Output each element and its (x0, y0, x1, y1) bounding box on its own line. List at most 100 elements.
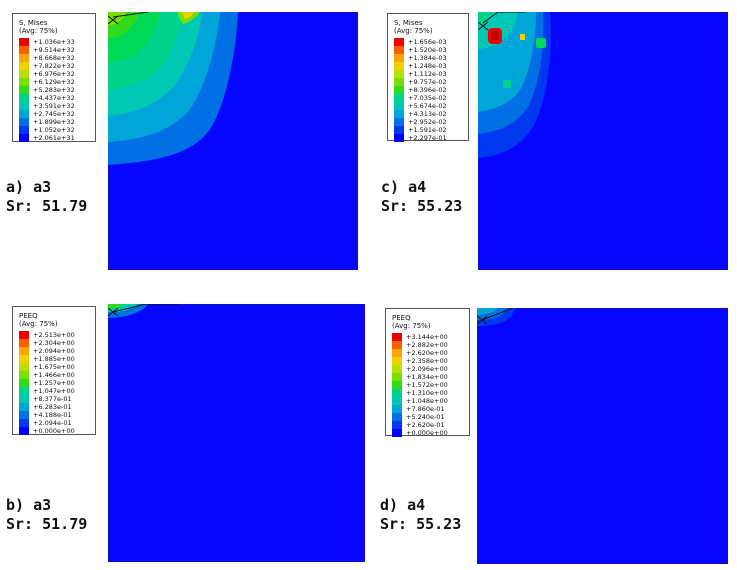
legend-value: +1.834e+00 (406, 373, 448, 381)
legend-value: +2.513e+00 (33, 331, 75, 339)
legend-value: +1.656e-03 (408, 38, 447, 46)
legend-value: +2.620e+00 (406, 349, 448, 357)
legend-value: +2.620e-01 (406, 421, 445, 429)
legend-swatch (19, 387, 29, 395)
legend-d: PEEQ (Avg: 75%) +3.144e+00 +2.882e+00 +2.6… (385, 308, 470, 437)
legend-value: +1.257e+00 (33, 379, 75, 387)
legend-value: +8.396e-02 (408, 86, 447, 94)
legend-swatch (19, 331, 29, 339)
legend-swatch (392, 365, 402, 373)
legend-value: +1.572e+00 (406, 381, 448, 389)
legend-value: +9.757e-02 (408, 78, 447, 86)
legend-a: S, Mises (Avg: 75%) +1.036e+33 +9.514e+32… (12, 13, 96, 142)
legend-value: +2.882e+00 (406, 341, 448, 349)
caption-label-c: c) a4 (381, 178, 427, 196)
legend-title-b: PEEQ (19, 312, 38, 320)
legend-swatch (394, 118, 404, 126)
legend-swatch (392, 349, 402, 357)
legend-swatch (19, 347, 29, 355)
legend-swatch (19, 62, 29, 70)
legend-value: +2.358e+00 (406, 357, 448, 365)
legend-value: +1.112e-03 (408, 70, 447, 78)
legend-c: S, Mises (Avg: 75%) +1.656e-03 +1.520e-03… (387, 13, 469, 142)
legend-value: +1.048e+00 (406, 397, 448, 405)
legend-swatch (394, 126, 404, 134)
legend-swatch (392, 381, 402, 389)
legend-value: +7.035e-02 (408, 94, 447, 102)
legend-swatch (394, 102, 404, 110)
legend-value: +1.675e+00 (33, 363, 75, 371)
legend-value: +2.096e+00 (406, 365, 448, 373)
legend-swatch (394, 62, 404, 70)
legend-swatch (19, 110, 29, 118)
legend-title-a: S, Mises (19, 19, 48, 27)
legend-swatch (392, 373, 402, 381)
legend-value: +1.520e-03 (408, 46, 447, 54)
legend-value: +4.313e-02 (408, 110, 447, 118)
legend-swatch (19, 134, 29, 142)
legend-swatch (394, 86, 404, 94)
contour-plot-b (108, 304, 365, 562)
legend-value: +2.297e-01 (408, 134, 447, 142)
legend-value: +5.240e-01 (406, 413, 445, 421)
legend-avg-d: (Avg: 75%) (392, 322, 431, 330)
legend-value: +1.591e-02 (408, 126, 447, 134)
caption-label-d: d) a4 (380, 496, 426, 514)
legend-swatch (392, 429, 402, 437)
legend-value: +2.952e-02 (408, 118, 447, 126)
legend-value: +6.129e+32 (33, 78, 75, 86)
legend-swatch (392, 413, 402, 421)
legend-swatch (394, 38, 404, 46)
legend-swatch (394, 46, 404, 54)
legend-swatch (394, 54, 404, 62)
legend-swatch (394, 110, 404, 118)
contour-plot-d (477, 308, 728, 564)
legend-value: +3.591e+32 (33, 102, 75, 110)
legend-swatch (392, 397, 402, 405)
legend-swatch (392, 333, 402, 341)
legend-value: +2.094e-01 (33, 419, 72, 427)
legend-value: +1.885e+00 (33, 355, 75, 363)
legend-swatch (19, 403, 29, 411)
legend-value: +1.036e+33 (33, 38, 75, 46)
legend-value: +2.061e+31 (33, 134, 75, 142)
legend-swatch (19, 355, 29, 363)
legend-value: +1.052e+32 (33, 126, 75, 134)
legend-value: +1.384e-03 (408, 54, 447, 62)
legend-swatch (19, 46, 29, 54)
legend-swatch (392, 341, 402, 349)
legend-swatch (19, 38, 29, 46)
legend-value: +9.514e+32 (33, 46, 75, 54)
legend-swatch (19, 94, 29, 102)
legend-swatch (19, 379, 29, 387)
legend-swatch (19, 339, 29, 347)
legend-value: +8.668e+32 (33, 54, 75, 62)
caption-value-b: Sr: 51.79 (6, 515, 88, 533)
legend-avg-b: (Avg: 75%) (19, 320, 58, 328)
legend-value: +4.437e+32 (33, 94, 75, 102)
legend-swatch (19, 126, 29, 134)
legend-swatch (19, 118, 29, 126)
legend-swatch (19, 419, 29, 427)
legend-value: +2.094e+00 (33, 347, 75, 355)
contour-plot-a (108, 12, 358, 270)
caption-label-a: a) a3 (6, 178, 52, 196)
caption-value-d: Sr: 55.23 (380, 515, 462, 533)
legend-value: +7.822e+32 (33, 62, 75, 70)
legend-swatch (19, 54, 29, 62)
legend-swatch (394, 70, 404, 78)
legend-value: +1.047e+00 (33, 387, 75, 395)
caption-value-a: Sr: 51.79 (6, 197, 88, 215)
legend-value: +6.283e-01 (33, 403, 72, 411)
legend-swatch (392, 389, 402, 397)
legend-value: +5.674e-02 (408, 102, 447, 110)
legend-swatch (19, 395, 29, 403)
legend-swatch (19, 427, 29, 435)
legend-value: +3.144e+00 (406, 333, 448, 341)
caption-label-b: b) a3 (6, 496, 52, 514)
legend-swatch (392, 357, 402, 365)
legend-swatch (19, 371, 29, 379)
legend-title-d: PEEQ (392, 314, 411, 322)
contour-plot-c (478, 12, 728, 270)
legend-swatch (394, 94, 404, 102)
